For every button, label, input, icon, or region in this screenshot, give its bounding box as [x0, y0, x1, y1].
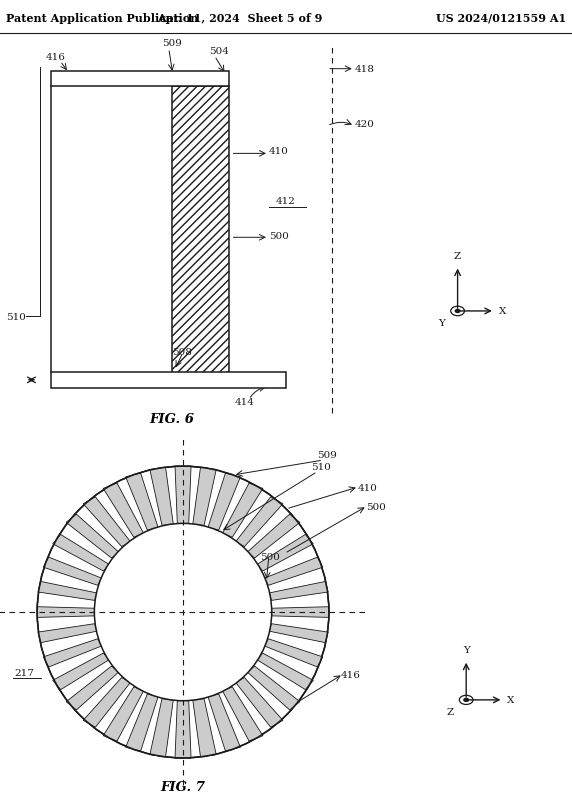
Text: 420: 420	[355, 120, 375, 128]
Circle shape	[464, 699, 468, 702]
Polygon shape	[66, 666, 119, 710]
Text: 410: 410	[269, 147, 289, 156]
Polygon shape	[236, 678, 283, 728]
Text: 500: 500	[366, 503, 386, 512]
Polygon shape	[272, 607, 329, 618]
Text: Y: Y	[438, 319, 445, 328]
Polygon shape	[103, 483, 144, 537]
Ellipse shape	[37, 467, 329, 758]
Text: 416: 416	[46, 53, 66, 62]
Polygon shape	[38, 624, 97, 643]
Polygon shape	[208, 474, 240, 531]
Polygon shape	[175, 467, 191, 524]
Polygon shape	[175, 701, 191, 758]
Polygon shape	[126, 694, 158, 751]
Polygon shape	[43, 557, 102, 585]
Polygon shape	[269, 581, 328, 601]
Text: 420: 420	[146, 596, 166, 605]
Polygon shape	[150, 468, 173, 526]
Polygon shape	[53, 654, 109, 690]
Polygon shape	[269, 624, 328, 643]
Polygon shape	[264, 557, 323, 585]
Polygon shape	[247, 515, 300, 558]
Polygon shape	[223, 687, 263, 741]
Bar	[172, 88, 229, 374]
Bar	[51, 373, 286, 389]
Text: 414: 414	[235, 397, 255, 406]
Bar	[51, 71, 229, 88]
Text: 418: 418	[355, 64, 375, 74]
Polygon shape	[66, 515, 119, 558]
Polygon shape	[126, 474, 158, 531]
Ellipse shape	[94, 524, 272, 701]
Text: Y: Y	[463, 646, 470, 654]
Text: X: X	[499, 307, 506, 316]
Text: 508: 508	[172, 348, 192, 357]
Text: 412: 412	[276, 197, 296, 206]
Polygon shape	[83, 497, 130, 547]
Text: 510: 510	[6, 312, 26, 321]
Text: FIG. 6: FIG. 6	[149, 413, 194, 426]
Polygon shape	[83, 678, 130, 728]
Polygon shape	[223, 483, 263, 537]
Circle shape	[455, 310, 460, 313]
Polygon shape	[193, 699, 216, 756]
Polygon shape	[53, 535, 109, 571]
Text: 410: 410	[358, 483, 378, 492]
Text: 217: 217	[14, 668, 34, 677]
Text: X: X	[507, 695, 515, 704]
Text: 412: 412	[183, 620, 203, 629]
Polygon shape	[257, 535, 313, 571]
Text: 509: 509	[317, 450, 337, 460]
Polygon shape	[247, 666, 300, 710]
Polygon shape	[208, 694, 240, 751]
Polygon shape	[264, 639, 323, 667]
Text: 510: 510	[311, 463, 331, 471]
Text: Z: Z	[454, 251, 461, 260]
Text: US 2024/0121559 A1: US 2024/0121559 A1	[436, 13, 566, 23]
Polygon shape	[43, 639, 102, 667]
Text: Apr. 11, 2024  Sheet 5 of 9: Apr. 11, 2024 Sheet 5 of 9	[157, 13, 323, 23]
Polygon shape	[150, 699, 173, 756]
Text: 504: 504	[209, 47, 229, 56]
Polygon shape	[103, 687, 144, 741]
Text: 416: 416	[340, 671, 360, 679]
Text: FIG. 7: FIG. 7	[161, 781, 205, 793]
Text: Patent Application Publication: Patent Application Publication	[6, 13, 198, 23]
Text: 700: 700	[237, 569, 257, 578]
Text: 500: 500	[269, 232, 289, 241]
Text: 500: 500	[260, 552, 280, 561]
Polygon shape	[37, 607, 94, 618]
Polygon shape	[236, 497, 283, 547]
Text: 509: 509	[162, 39, 181, 48]
Polygon shape	[257, 654, 313, 690]
Polygon shape	[38, 581, 97, 601]
Polygon shape	[193, 468, 216, 526]
Text: Z: Z	[446, 707, 454, 715]
